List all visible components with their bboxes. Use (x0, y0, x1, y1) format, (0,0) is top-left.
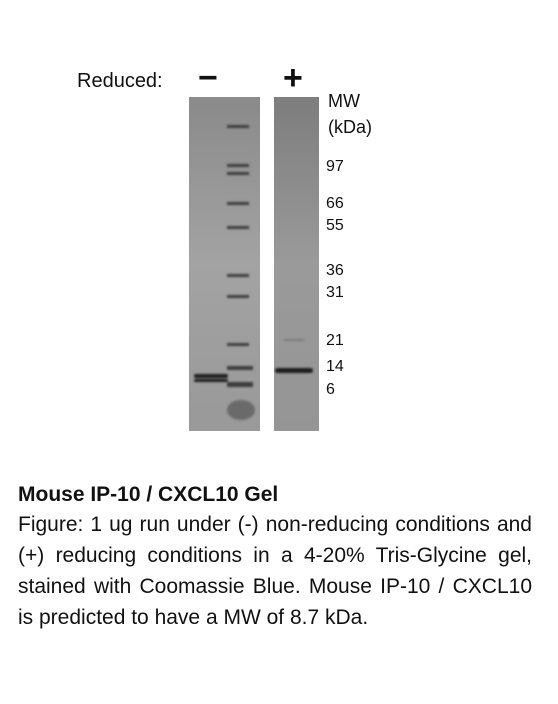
figure-caption: Mouse IP-10 / CXCL10 Gel Figure: 1 ug ru… (18, 483, 532, 633)
mw-axis-title: MW (kDa) (328, 91, 372, 137)
mw-marker-14: 14 (326, 358, 344, 375)
mw-marker-66: 66 (326, 195, 344, 212)
lane-sign-reduced: + (283, 59, 303, 97)
gel-panel-right (274, 97, 319, 431)
ladder-bands (227, 125, 253, 387)
reduced-sample-band (275, 339, 313, 373)
caption-body: Figure: 1 ug run under (-) non-reducing … (18, 513, 532, 629)
ladder-dye-front (227, 400, 255, 420)
non-reduced-sample-band (194, 374, 228, 382)
mw-marker-21: 21 (326, 332, 344, 349)
caption-title: Mouse IP-10 / CXCL10 Gel (18, 483, 279, 506)
lane-sign-non-reduced: − (198, 59, 218, 97)
mw-marker-6: 6 (326, 381, 335, 398)
mw-marker-97: 97 (326, 158, 344, 175)
mw-marker-31: 31 (326, 284, 344, 301)
gel-image (189, 97, 319, 431)
reduced-label: Reduced: (77, 70, 163, 92)
mw-marker-36: 36 (326, 262, 344, 279)
mw-marker-55: 55 (326, 217, 344, 234)
